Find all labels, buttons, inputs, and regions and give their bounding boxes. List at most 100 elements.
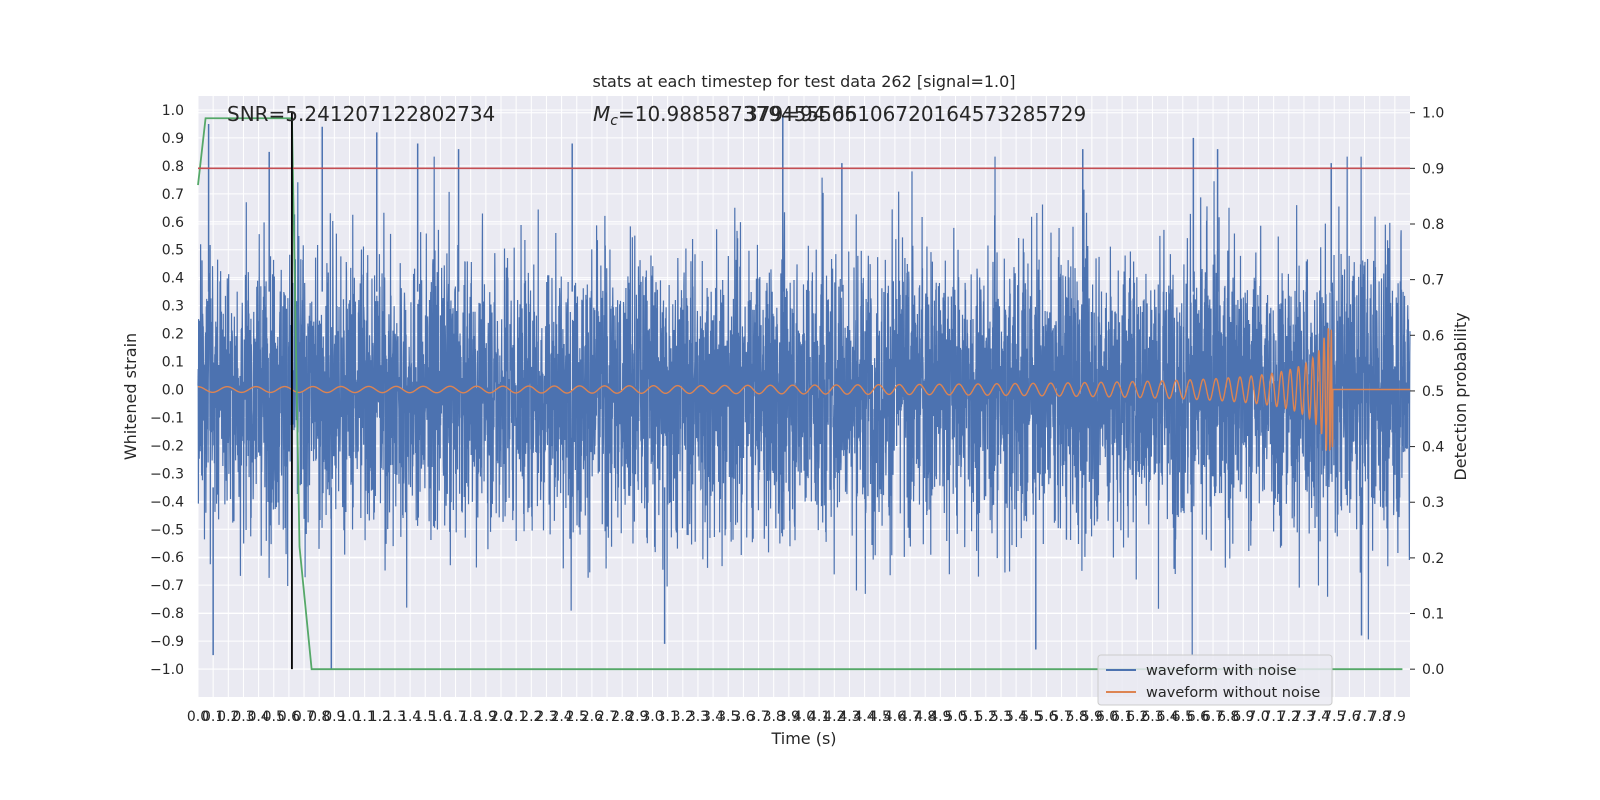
x-tick-label: 3.9 [778, 709, 800, 725]
x-tick-label: 0.3 [232, 709, 254, 725]
legend-entry-clean: waveform without noise [1146, 685, 1320, 701]
x-tick-label: 7.2 [1278, 709, 1300, 725]
y-left-tick-label: −0.2 [150, 438, 184, 454]
y-left-tick-label: 0.9 [162, 131, 184, 147]
x-tick-label: 5.8 [1066, 709, 1088, 725]
x-tick-label: 1.4 [399, 709, 421, 725]
x-tick-label: 5.7 [1050, 709, 1072, 725]
x-tick-label: 0.6 [278, 709, 300, 725]
noisy-waveform-line [197, 156, 1411, 656]
x-tick-label: 0.1 [202, 709, 224, 725]
x-tick-label: 6.8 [1217, 709, 1239, 725]
y-left-tick-label: −0.3 [150, 466, 184, 482]
annotation-mc-subscript: c [610, 113, 618, 129]
y-right-axis-label: Detection probability [1451, 312, 1470, 480]
x-tick-label: 5.5 [1020, 709, 1042, 725]
x-tick-label: 5.0 [944, 709, 966, 725]
y-right-tick-label: 0.1 [1422, 607, 1444, 623]
x-tick-label: 0.9 [323, 709, 345, 725]
y-right-axis-ticks: 0.0 0.1 0.2 0.3 0.4 0.5 0.6 0.7 0.8 0.9 1.0 [1410, 106, 1444, 678]
x-tick-label: 7.5 [1323, 709, 1345, 725]
y-right-tick-label: 1.0 [1422, 106, 1444, 122]
x-tick-label: 2.1 [505, 709, 527, 725]
x-tick-label: 3.2 [672, 709, 694, 725]
x-tick-label: 6.3 [1141, 709, 1163, 725]
x-axis-label: Time (s) [770, 729, 836, 748]
x-tick-label: 0.5 [263, 709, 285, 725]
x-tick-label: 0.8 [308, 709, 330, 725]
y-left-tick-label: −0.5 [150, 522, 184, 538]
annotation-mc-value: =10.988587379455566 [618, 102, 857, 126]
y-left-tick-label: −0.6 [150, 550, 184, 566]
legend: waveform with noise waveform without noi… [1097, 654, 1333, 706]
x-tick-label: 2.9 [626, 709, 648, 725]
x-tick-label: 0.4 [247, 709, 269, 725]
y-left-axis-ticks: −1.0 −0.9 −0.8 −0.7 −0.6 −0.5 −0.4 −0.3 −0.2 −0.1… [150, 103, 184, 678]
y-right-tick-label: 0.4 [1422, 440, 1444, 456]
x-tick-label: 4.4 [853, 709, 875, 725]
annotation-overlap: 379=94.05106720164573285729 [745, 102, 1086, 126]
x-tick-label: 1.3 [384, 709, 406, 725]
y-right-tick-label: 0.9 [1422, 161, 1444, 177]
x-tick-label: 4.7 [899, 709, 921, 725]
x-tick-label: 3.6 [732, 709, 754, 725]
x-tick-label: 1.5 [414, 709, 436, 725]
y-left-tick-label: 0.5 [162, 243, 184, 259]
x-tick-label: 2.5 [566, 709, 588, 725]
x-tick-label: 5.2 [975, 709, 997, 725]
x-tick-label: 6.2 [1126, 709, 1148, 725]
y-left-tick-label: 0.4 [162, 271, 184, 287]
y-right-tick-label: 0.0 [1422, 662, 1444, 678]
x-tick-label: 5.9 [1081, 709, 1103, 725]
x-tick-label: 1.0 [338, 709, 360, 725]
x-tick-label: 4.3 [838, 709, 860, 725]
y-left-tick-label: 0.8 [162, 159, 184, 175]
overlay-lines [198, 112, 1410, 670]
y-right-tick-label: 0.6 [1422, 328, 1444, 344]
chart-title: stats at each timestep for test data 262… [592, 72, 1015, 91]
y-left-tick-label: −0.8 [150, 606, 184, 622]
x-tick-label: 0.2 [217, 709, 239, 725]
x-tick-label: 2.7 [596, 709, 618, 725]
x-tick-label: 7.6 [1338, 709, 1360, 725]
clean-waveform-line [198, 328, 1410, 452]
y-right-tick-label: 0.2 [1422, 551, 1444, 567]
y-right-tick-label: 0.5 [1422, 384, 1444, 400]
x-tick-label: 1.9 [475, 709, 497, 725]
y-left-tick-label: −0.1 [150, 410, 184, 426]
x-tick-label: 7.9 [1384, 709, 1406, 725]
x-tick-label: 3.5 [717, 709, 739, 725]
x-tick-label: 7.0 [1247, 709, 1269, 725]
annotation-mc-symbol: M [593, 102, 610, 126]
x-tick-label: 6.6 [1187, 709, 1209, 725]
y-left-tick-label: 0.2 [162, 327, 184, 343]
x-tick-label: 6.1 [1111, 709, 1133, 725]
y-left-tick-label: 1.0 [162, 103, 184, 119]
x-tick-label: 3.7 [747, 709, 769, 725]
x-tick-label: 2.3 [535, 709, 557, 725]
x-tick-label: 2.2 [520, 709, 542, 725]
x-tick-label: 4.6 [884, 709, 906, 725]
x-tick-label: 2.8 [611, 709, 633, 725]
x-tick-label: 5.3 [990, 709, 1012, 725]
x-tick-label: 2.4 [550, 709, 572, 725]
x-tick-label: 5.6 [1035, 709, 1057, 725]
y-right-tick-label: 0.8 [1422, 217, 1444, 233]
x-tick-label: 7.7 [1353, 709, 1375, 725]
annotation-chirp-mass: Mc=10.988587379455566 [593, 102, 857, 129]
y-left-tick-label: −0.7 [150, 578, 184, 594]
x-tick-label: 3.0 [641, 709, 663, 725]
x-tick-label: 1.8 [460, 709, 482, 725]
x-tick-label: 1.1 [354, 709, 376, 725]
series-waveform-with-noise [197, 115, 1411, 670]
x-tick-label: 6.5 [1172, 709, 1194, 725]
legend-box [1097, 654, 1333, 706]
x-tick-label: 4.1 [808, 709, 830, 725]
y-right-tick-label: 0.3 [1422, 495, 1444, 511]
x-tick-label: 6.9 [1232, 709, 1254, 725]
annotation-snr: SNR=5.241207122802734 [227, 102, 495, 126]
x-tick-label: 4.9 [929, 709, 951, 725]
y-left-axis-label: Whitened strain [121, 333, 140, 460]
y-left-tick-label: −1.0 [150, 662, 184, 678]
